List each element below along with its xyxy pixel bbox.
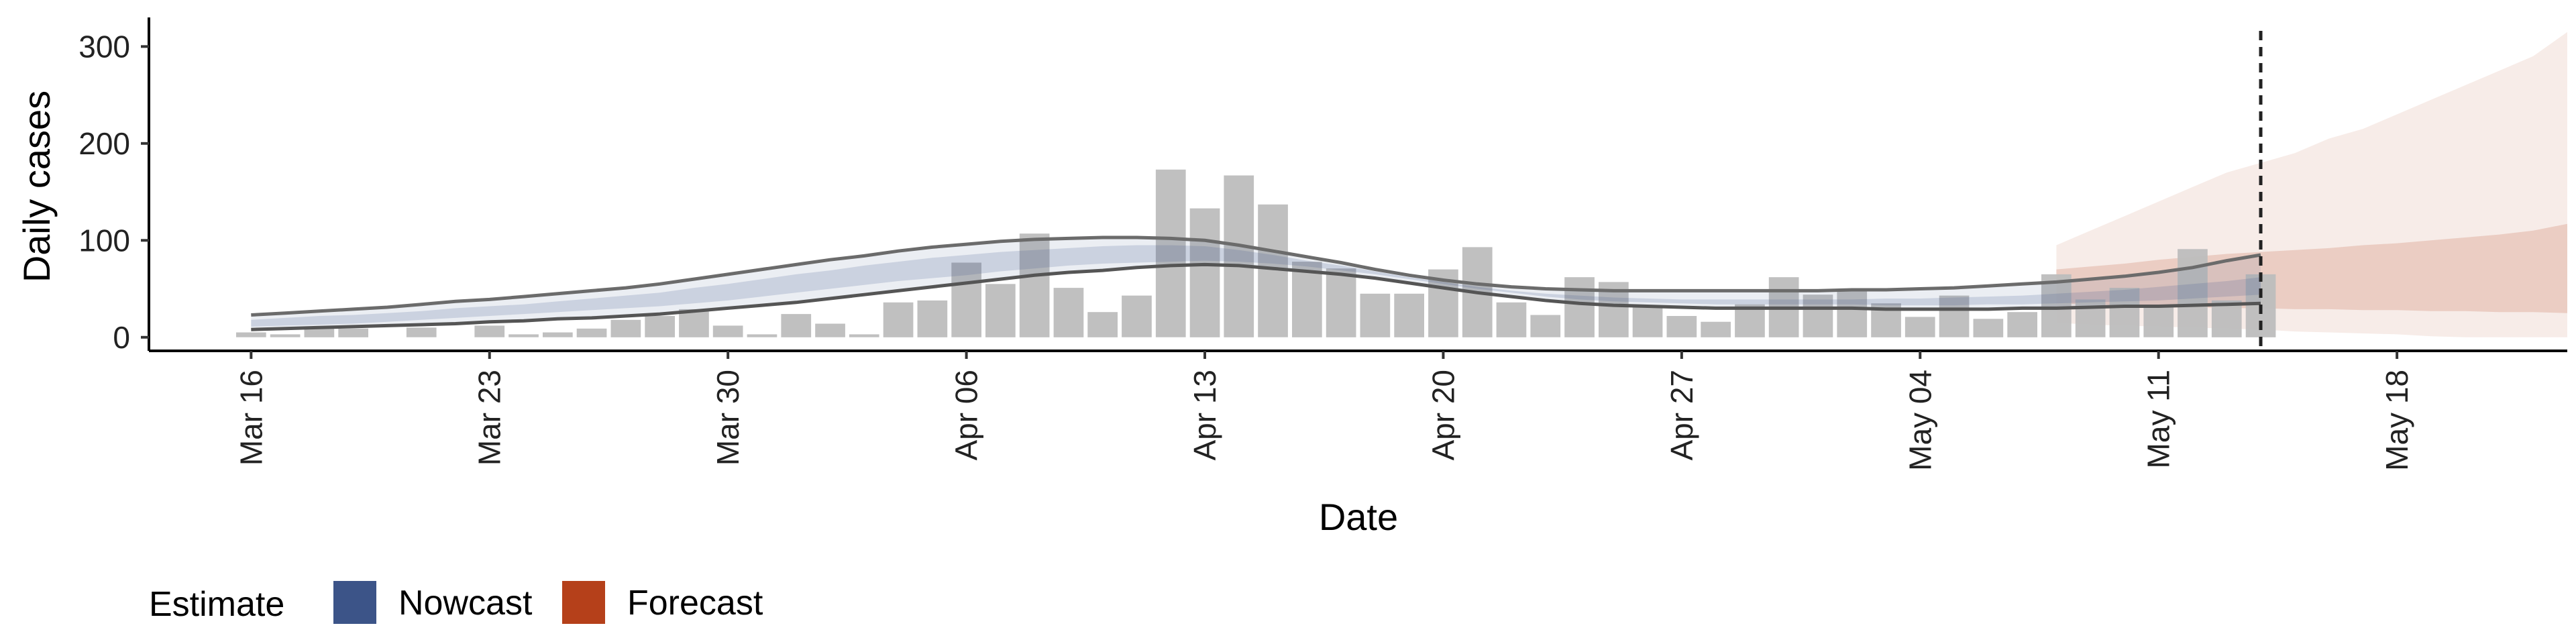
case-bar [576,328,607,337]
case-bar [849,334,879,337]
case-bar [2143,306,2174,337]
case-bar [270,334,301,337]
legend-title: Estimate [149,585,284,624]
case-bar [1632,306,1663,337]
case-bar [1189,208,1220,337]
case-bar [2007,312,2037,337]
x-tick-label: Mar 16 [233,370,268,466]
x-tick-label: May 11 [2141,370,2176,468]
case-bar [610,319,641,337]
case-bar [1803,294,1833,337]
legend-swatch-forecast [562,581,605,624]
case-bar [1973,319,2004,337]
case-bar [1837,290,1868,337]
x-tick-label: Apr 06 [949,370,984,461]
case-bar [236,332,266,337]
y-axis-title: Daily cases [15,91,58,282]
y-tick-label: 200 [78,126,130,161]
x-tick-label: Mar 23 [472,370,507,466]
interval-lines [251,235,2261,331]
case-bar [1530,315,1561,337]
case-bar [747,334,777,337]
case-bar [1053,288,1084,337]
case-bar [679,309,709,337]
x-ticks: Mar 16 Mar 23 Mar 30 Apr 06 Apr 13 Apr 20 Apr … [233,351,2414,471]
case-bar [406,327,437,337]
x-tick-label: May 18 [2379,370,2414,471]
case-bar [1292,262,1322,337]
legend-swatch-nowcast [333,581,376,624]
nowcast-band-50 [251,245,2261,327]
case-bar [1224,175,1254,337]
case-bar [2211,300,2242,337]
y-tick-label: 0 [113,320,130,355]
x-tick-label: Apr 20 [1426,370,1460,461]
case-bar [781,314,812,337]
legend: Estimate Nowcast Forecast [149,581,763,624]
x-tick-label: Apr 27 [1664,370,1699,461]
case-bar [1666,316,1697,337]
x-tick-label: Mar 30 [710,370,745,466]
legend-label-nowcast: Nowcast [398,584,533,623]
case-bar [2109,288,2140,337]
legend-label-forecast: Forecast [627,584,763,623]
case-bar [1701,321,1731,337]
y-tick-label: 100 [78,223,130,258]
case-bar [543,332,573,337]
x-tick-label: May 04 [1902,370,1937,471]
nowcast-lower-line [251,262,2261,331]
y-ticks: 0 100 200 300 [78,29,149,355]
case-bar [645,316,675,337]
case-bar [1360,293,1391,337]
case-bar [1904,317,1935,337]
case-bar [917,300,948,337]
x-axis-title: Date [1319,496,1398,538]
case-bar [883,302,914,337]
case-bar [1087,312,1118,337]
case-bar [508,334,539,337]
plot-area [236,31,2567,351]
case-bar [1019,233,1050,337]
case-bar [1122,295,1152,337]
nowcast-upper-line [251,235,2261,317]
case-bar [815,323,845,337]
case-bar [1155,169,1186,337]
case-bar [304,328,335,337]
case-bar [2041,274,2072,337]
case-bar [1326,268,1356,337]
case-bar [2178,249,2208,337]
y-tick-label: 300 [78,29,130,64]
case-bar [1394,293,1424,337]
case-bar [951,262,981,337]
case-bar [474,325,505,337]
case-bar [1564,277,1595,337]
x-tick-label: Apr 13 [1187,370,1222,461]
case-bar [338,328,368,337]
case-bar [985,284,1016,337]
axes: 0 100 200 300 Mar 16 Mar 23 Mar 30 Apr 06 Apr 1… [78,17,2567,471]
case-bar [712,325,743,337]
case-bar [1939,295,1970,337]
case-bar [1496,302,1527,337]
